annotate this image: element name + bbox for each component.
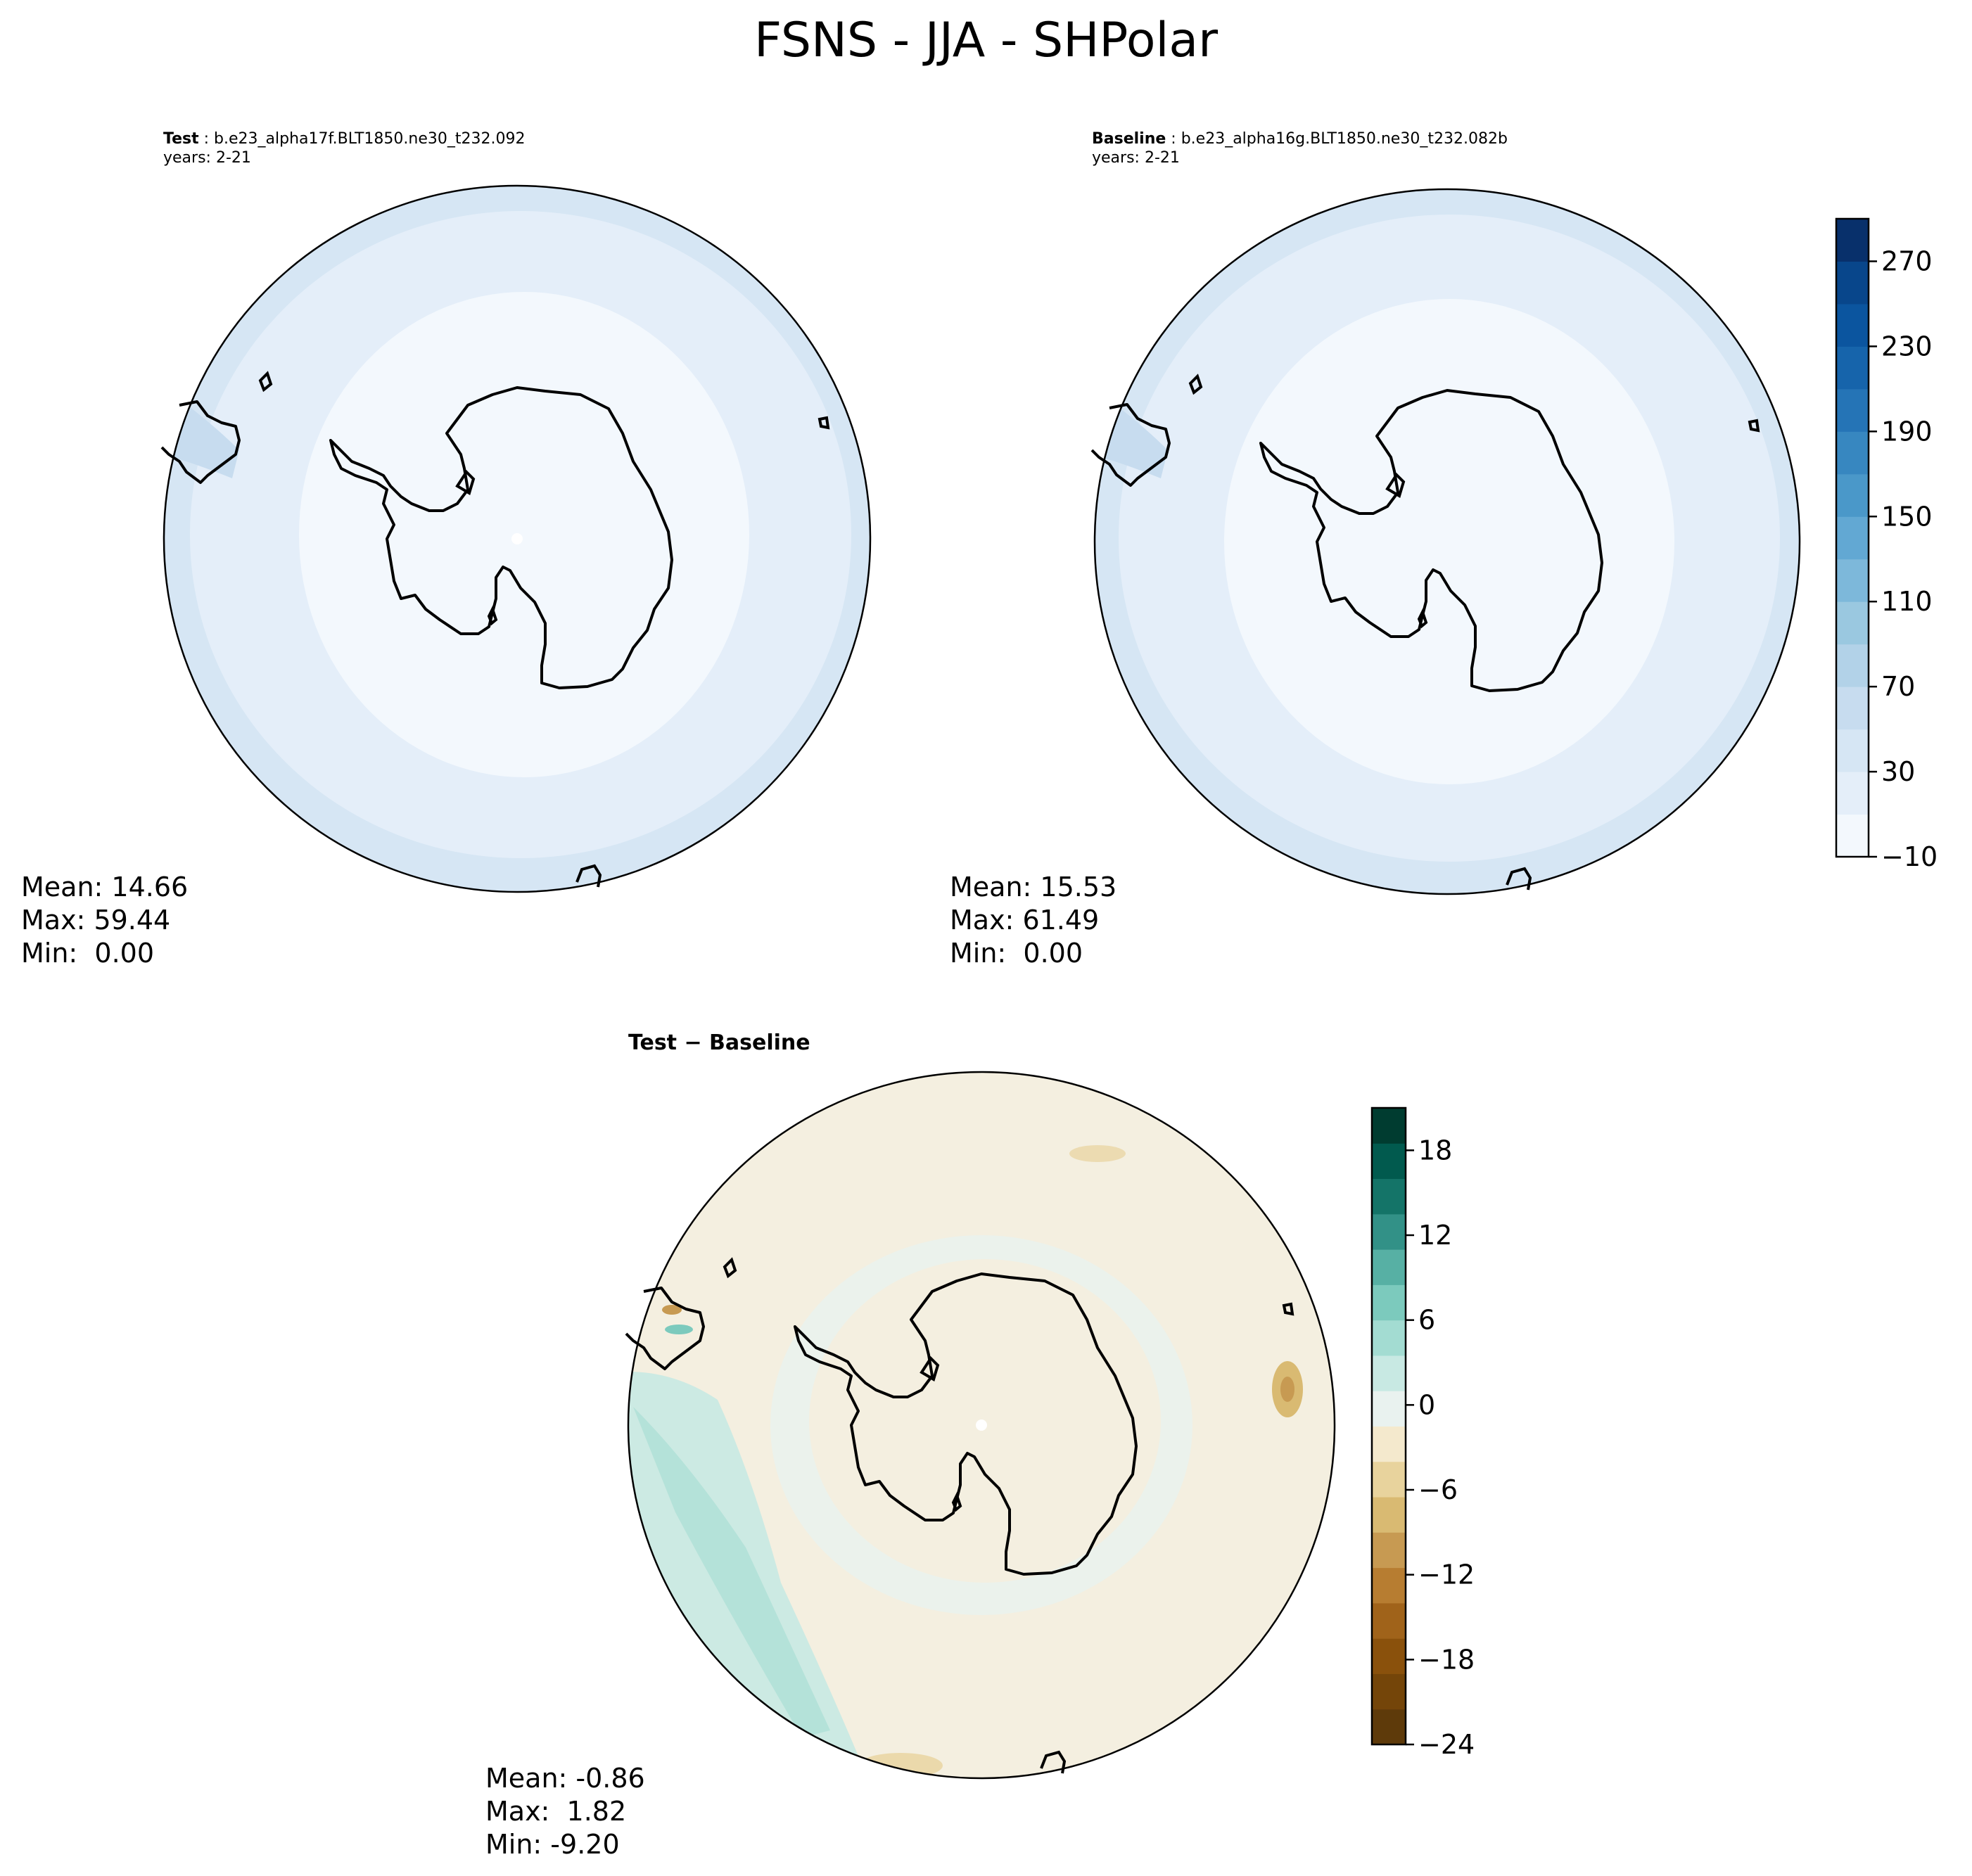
colorbar-fsns-tick-label: 70 — [1881, 671, 1915, 702]
colorbar-fsns-frame — [1835, 217, 1870, 858]
colorbar-fsns-tick-label: 110 — [1881, 586, 1933, 617]
colorbar-fsns-tick-label: 230 — [1881, 331, 1933, 362]
colorbar-fsns-tick-label: 190 — [1881, 416, 1933, 447]
colorbar-difference-tick-label: −24 — [1418, 1729, 1475, 1760]
colorbar-difference-tick-label: 0 — [1418, 1389, 1435, 1420]
colorbar-difference-color-segment — [1372, 1391, 1406, 1427]
colorbar-difference-tick-label: 6 — [1418, 1305, 1435, 1336]
colorbar-fsns-color-segment — [1836, 303, 1869, 347]
test-contour-band-local — [172, 394, 239, 478]
baseline-map-boundary — [1093, 188, 1801, 895]
colorbar-difference-color-segment — [1372, 1355, 1406, 1391]
diff-panel-title: Test − Baseline — [628, 1030, 810, 1055]
baseline-mean: Mean: 15.53 — [950, 872, 1117, 902]
baseline-case-name: b.e23_alpha16g.BLT1850.ne30_t232.082b — [1181, 130, 1508, 148]
colorbar-fsns-tick-label: 270 — [1881, 245, 1933, 276]
test-max: Max: 59.44 — [21, 905, 171, 936]
colorbar-difference-color-segment — [1372, 1108, 1406, 1144]
baseline-years: years: 2-21 — [1092, 149, 1180, 167]
test-stats: Mean: 14.66 Max: 59.44 Min: 0.00 — [21, 871, 188, 970]
test-contour-band-inner — [299, 292, 749, 777]
colorbar-difference-color-segment — [1372, 1320, 1406, 1356]
colorbar-difference-color-segment — [1372, 1249, 1406, 1285]
colorbar-difference-color-segment — [1372, 1213, 1406, 1250]
colorbar-fsns-color-segment — [1836, 729, 1869, 772]
colorbar-fsns-tick-label: 150 — [1881, 501, 1933, 532]
colorbar-fsns-tick-label: 30 — [1881, 756, 1915, 787]
colorbar-fsns-color-segment — [1836, 431, 1869, 475]
colorbar-difference-tick-label: −6 — [1418, 1474, 1458, 1505]
diff-max: Max: 1.82 — [485, 1796, 627, 1827]
diff-map — [625, 1071, 1336, 1780]
colorbar-difference-color-segment — [1372, 1426, 1406, 1462]
colorbar-difference-tick-label: 18 — [1418, 1135, 1452, 1166]
colorbar-fsns-color-segment — [1836, 772, 1869, 815]
test-map — [160, 184, 872, 893]
test-years: years: 2-21 — [163, 149, 251, 167]
baseline-max: Max: 61.49 — [950, 905, 1100, 936]
colorbar-fsns-color-segment — [1836, 644, 1869, 687]
colorbar-fsns-color-segment — [1836, 601, 1869, 645]
colorbar-fsns-color-segment — [1836, 261, 1869, 305]
colorbar-difference-color-segment — [1372, 1673, 1406, 1710]
diff-map-boundary — [627, 1071, 1336, 1780]
colorbar-difference-color-segment — [1372, 1284, 1406, 1321]
diff-contour-positive-strip — [633, 1407, 830, 1737]
colorbar-difference-color-segment — [1372, 1532, 1406, 1569]
baseline-label: Baseline — [1092, 130, 1166, 148]
colorbar-difference: −24 −18 −12 −6 0 6 12 18 — [1370, 1106, 1475, 1760]
diff-contour-positive-samerica — [665, 1325, 693, 1334]
colorbar-difference-color-segment — [1372, 1602, 1406, 1639]
colorbar-fsns-color-segment — [1836, 559, 1869, 602]
colorbar-fsns-color-segment — [1836, 219, 1869, 262]
diff-contour-negative-samerica — [662, 1305, 682, 1315]
colorbar-difference-color-segment — [1372, 1143, 1406, 1180]
colorbar-fsns-color-segment — [1836, 473, 1869, 517]
figure-title: FSNS - JJA - SHPolar — [753, 13, 1219, 68]
colorbar-difference-color-segment — [1372, 1461, 1406, 1498]
colorbar-difference-frame — [1370, 1106, 1407, 1746]
colorbar-difference-tick-label: −12 — [1418, 1559, 1475, 1590]
baseline-panel-title: Baseline : b.e23_alpha16g.BLT1850.ne30_t… — [1092, 130, 1508, 148]
test-case-name: b.e23_alpha17f.BLT1850.ne30_t232.092 — [214, 130, 526, 148]
baseline-contour-band-inner — [1224, 299, 1674, 784]
diff-pole-marker — [976, 1419, 987, 1431]
diff-min: Min: -9.20 — [485, 1829, 620, 1860]
baseline-min: Min: 0.00 — [950, 938, 1083, 969]
colorbar-fsns-color-segment — [1836, 516, 1869, 560]
colorbar-fsns-color-segment — [1836, 814, 1869, 857]
test-label: Test — [163, 130, 199, 148]
colorbar-fsns-color-segment — [1836, 346, 1869, 390]
colorbar-fsns: −10 30 70 110 150 190 230 270 — [1835, 217, 1938, 872]
colorbar-fsns-color-segment — [1836, 687, 1869, 730]
baseline-map — [1090, 188, 1801, 895]
diff-stats: Mean: -0.86 Max: 1.82 Min: -9.20 — [485, 1762, 645, 1861]
test-map-boundary — [163, 184, 872, 893]
baseline-stats: Mean: 15.53 Max: 61.49 Min: 0.00 — [950, 871, 1117, 970]
colorbar-difference-color-segment — [1372, 1638, 1406, 1674]
colorbar-difference-color-segment — [1372, 1497, 1406, 1533]
colorbar-difference-color-segment — [1372, 1709, 1406, 1745]
colorbar-fsns-tick-label: −10 — [1881, 841, 1938, 872]
colorbar-fsns-color-segment — [1836, 388, 1869, 432]
test-min: Min: 0.00 — [21, 938, 154, 969]
test-pole-marker — [511, 533, 523, 544]
test-mean: Mean: 14.66 — [21, 872, 189, 902]
colorbar-difference-tick-label: −18 — [1418, 1644, 1475, 1675]
colorbar-difference-color-segment — [1372, 1178, 1406, 1215]
test-panel-title: Test : b.e23_alpha17f.BLT1850.ne30_t232.… — [163, 130, 526, 148]
colorbar-difference-color-segment — [1372, 1567, 1406, 1604]
colorbar-difference-tick-label: 12 — [1418, 1220, 1452, 1251]
diff-mean: Mean: -0.86 — [485, 1763, 645, 1794]
